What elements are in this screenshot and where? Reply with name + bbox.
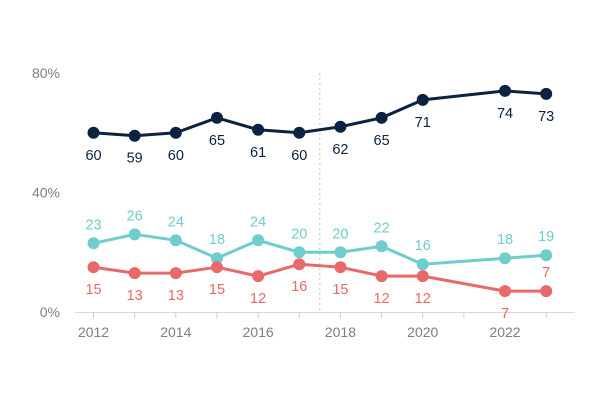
series-teal-point: [540, 249, 553, 262]
series-coral-point: [416, 270, 429, 283]
series-teal-point: [210, 252, 223, 265]
series-navy-point: [169, 126, 182, 139]
series-teal-point: [252, 234, 265, 247]
series-navy-point: [499, 84, 512, 97]
series-teal-point: [87, 237, 100, 250]
series-coral-data-label: 15: [332, 282, 348, 298]
series-navy-data-label: 71: [415, 115, 431, 131]
series-coral-data-label: 12: [374, 291, 390, 307]
x-tick-label: 2012: [78, 324, 109, 340]
series-navy-data-label: 60: [168, 148, 184, 164]
y-tick-label: 0%: [40, 304, 60, 320]
series-coral-data-label: 13: [168, 288, 184, 304]
series-teal-point: [169, 234, 182, 247]
series-navy-data-label: 61: [250, 145, 266, 161]
series-coral-point: [499, 285, 512, 298]
series-navy-data-label: 74: [497, 106, 513, 122]
series-navy-point: [416, 93, 429, 106]
series-teal-data-label: 24: [250, 214, 266, 230]
series-coral-point: [252, 270, 265, 283]
series-teal-data-label: 19: [538, 229, 554, 245]
series-teal-point: [293, 246, 306, 259]
series-navy-data-label: 60: [291, 148, 307, 164]
series-navy-point: [87, 126, 100, 139]
series-teal-data-label: 24: [168, 214, 184, 230]
series-navy-point: [128, 129, 141, 142]
series-coral-point: [87, 261, 100, 274]
series-coral-point: [169, 267, 182, 280]
series-navy-point: [334, 120, 347, 133]
series-coral-point: [128, 267, 141, 280]
x-tick-label: 2014: [160, 324, 191, 340]
series-navy-data-label: 59: [127, 151, 143, 167]
series-coral-data-label: 15: [85, 282, 101, 298]
series-teal-data-label: 18: [497, 232, 513, 248]
series-teal-data-label: 20: [332, 226, 348, 242]
series-teal-point: [128, 228, 141, 241]
series-teal-data-label: 22: [374, 220, 390, 236]
series-navy-point: [252, 123, 265, 136]
series-teal-data-label: 23: [85, 217, 101, 233]
x-tick-label: 2016: [243, 324, 274, 340]
series-teal-data-label: 26: [127, 208, 143, 224]
series-navy-data-label: 60: [85, 148, 101, 164]
series-coral-data-label: 12: [250, 291, 266, 307]
series-coral-data-label: 7: [501, 306, 509, 322]
series-coral-data-label: 7: [542, 265, 550, 281]
y-tick-label: 80%: [32, 65, 60, 81]
x-tick-label: 2020: [407, 324, 438, 340]
y-tick-label: 40%: [32, 185, 60, 201]
series-navy-point: [210, 111, 223, 124]
series-navy-data-label: 65: [209, 133, 225, 149]
series-coral-point: [334, 261, 347, 274]
series-teal-data-label: 18: [209, 232, 225, 248]
x-tick-label: 2022: [489, 324, 520, 340]
series-coral-point: [540, 285, 553, 298]
series-coral-data-label: 16: [291, 279, 307, 295]
series-teal-point: [334, 246, 347, 259]
series-teal-data-label: 20: [291, 226, 307, 242]
series-teal-point: [375, 240, 388, 253]
series-navy-point: [293, 126, 306, 139]
series-coral-data-label: 13: [127, 288, 143, 304]
series-teal-point: [499, 252, 512, 265]
series-teal-point: [416, 258, 429, 271]
series-navy-data-label: 65: [374, 133, 390, 149]
series-coral-point: [375, 270, 388, 283]
series-navy-data-label: 62: [332, 142, 348, 158]
series-navy-point: [375, 111, 388, 124]
series-navy-data-label: 73: [538, 109, 554, 125]
series-coral-data-label: 15: [209, 282, 225, 298]
series-coral-point: [293, 258, 306, 271]
x-tick-label: 2018: [325, 324, 356, 340]
series-coral-point: [210, 261, 223, 274]
series-navy-point: [540, 87, 553, 100]
series-teal-data-label: 16: [415, 238, 431, 254]
series-coral-data-label: 12: [415, 291, 431, 307]
